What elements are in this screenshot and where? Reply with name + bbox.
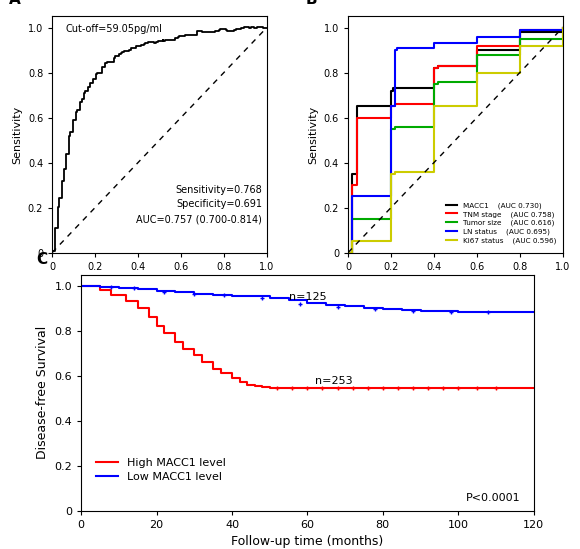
Text: P<0.0001: P<0.0001: [465, 494, 520, 503]
Text: A: A: [9, 0, 21, 7]
X-axis label: 1-Specificity: 1-Specificity: [421, 277, 490, 287]
X-axis label: 1-Specificity: 1-Specificity: [125, 277, 194, 287]
Text: n=125: n=125: [289, 293, 326, 302]
Y-axis label: Sensitivity: Sensitivity: [12, 105, 22, 164]
X-axis label: Follow-up time (months): Follow-up time (months): [231, 535, 383, 548]
Text: n=253: n=253: [315, 376, 353, 385]
Text: C: C: [36, 253, 47, 267]
Legend: High MACC1 level, Low MACC1 level: High MACC1 level, Low MACC1 level: [91, 454, 230, 486]
Legend: MACC1    (AUC 0.730), TNM stage    (AUC 0.758), Tumor size    (AUC 0.616), LN st: MACC1 (AUC 0.730), TNM stage (AUC 0.758)…: [443, 199, 559, 247]
Text: Cut-off=59.05pg/ml: Cut-off=59.05pg/ml: [65, 24, 162, 33]
Y-axis label: Sensitivity: Sensitivity: [308, 105, 318, 164]
Text: Sensitivity=0.768
Specificity=0.691
AUC=0.757 (0.700-0.814): Sensitivity=0.768 Specificity=0.691 AUC=…: [136, 184, 262, 224]
Y-axis label: Disease-free Survival: Disease-free Survival: [36, 326, 49, 459]
Text: B: B: [305, 0, 317, 7]
